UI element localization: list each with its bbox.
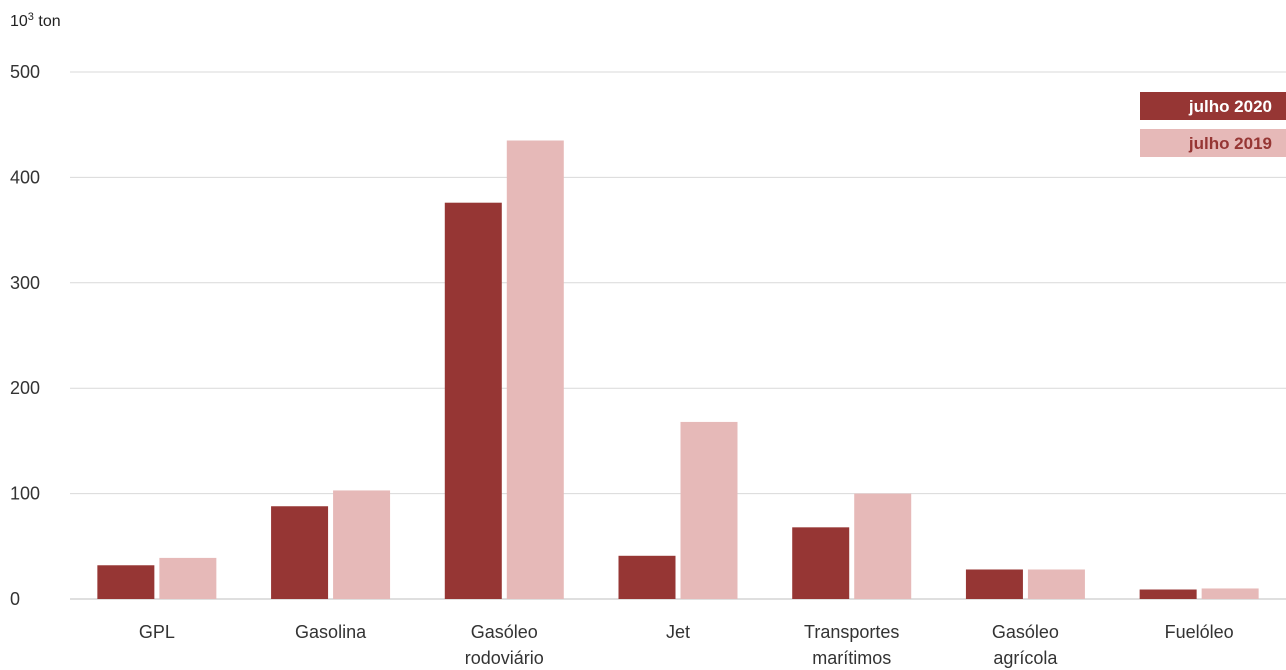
bar-julho-2019 (854, 493, 912, 599)
bar-julho-2020 (618, 555, 676, 599)
bar-julho-2019 (333, 490, 391, 599)
bar-julho-2019 (159, 557, 217, 599)
legend-swatch (1140, 92, 1286, 120)
y-tick-label: 100 (10, 484, 40, 504)
x-tick-label: Gasolina (295, 622, 367, 642)
x-tick-label: Gasóleo (471, 622, 538, 642)
bar-julho-2019 (680, 421, 738, 599)
x-tick-label: Jet (666, 622, 690, 642)
x-tick-label: Transportes (804, 622, 899, 642)
bar-julho-2019 (1027, 569, 1085, 599)
bar-julho-2019 (506, 140, 564, 599)
y-tick-label: 500 (10, 62, 40, 82)
legend-label: julho 2020 (1188, 97, 1272, 116)
x-tick-label: GPL (139, 622, 175, 642)
x-tick-label: marítimos (812, 648, 891, 668)
bar-julho-2020 (1139, 589, 1197, 599)
bar-julho-2020 (444, 202, 502, 600)
y-tick-label: 200 (10, 378, 40, 398)
x-tick-label: Fuelóleo (1165, 622, 1234, 642)
y-tick-label: 300 (10, 273, 40, 293)
bar-julho-2020 (97, 565, 155, 599)
bar-julho-2019 (1201, 588, 1259, 599)
legend-label: julho 2019 (1188, 134, 1272, 153)
x-tick-label: agrícola (993, 648, 1058, 668)
x-tick-label: rodoviário (465, 648, 544, 668)
x-tick-label: Gasóleo (992, 622, 1059, 642)
y-tick-label: 0 (10, 589, 20, 609)
legend-swatch (1140, 129, 1286, 157)
bar-julho-2020 (792, 527, 850, 599)
bar-julho-2020 (965, 569, 1023, 599)
y-tick-label: 400 (10, 167, 40, 187)
bar-julho-2020 (271, 506, 329, 599)
y-axis-unit-label: 103 ton (10, 11, 61, 30)
